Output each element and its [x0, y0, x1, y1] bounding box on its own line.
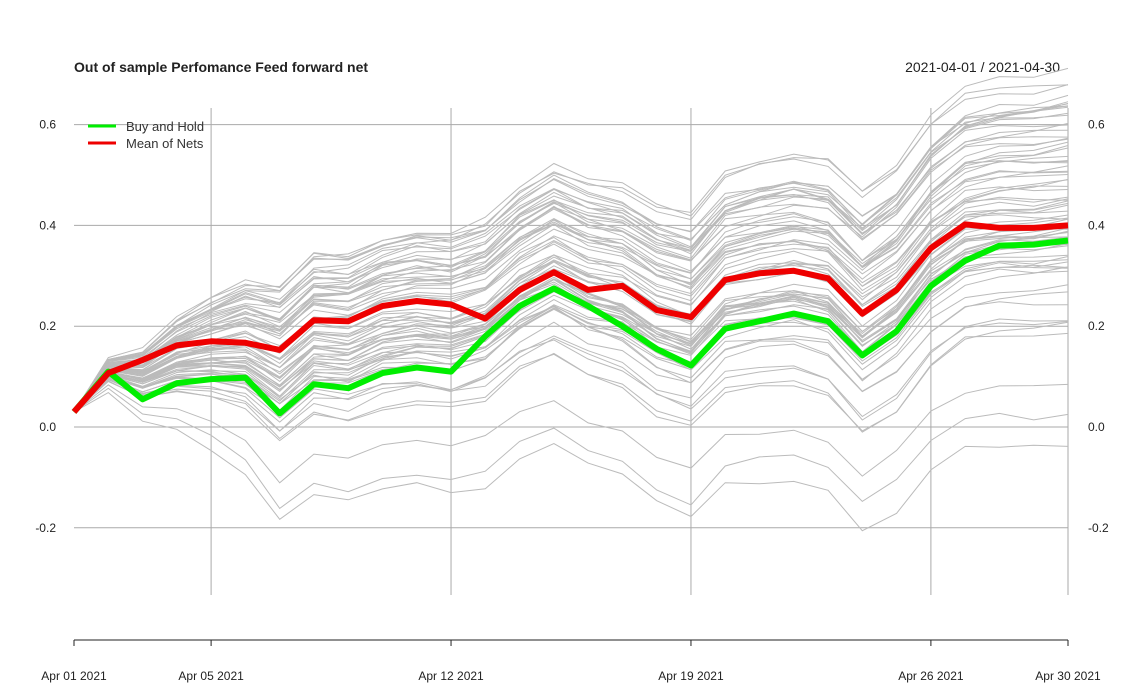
ensemble-net-line — [73, 147, 1069, 413]
x-tick-label: Apr 19 2021 — [658, 669, 724, 683]
y-tick-label-right: -0.2 — [1088, 521, 1109, 535]
ensemble-net-line — [73, 235, 1069, 413]
ensemble-net-line — [73, 240, 1069, 413]
ensemble-net-line — [73, 165, 1069, 413]
x-tick-label: Apr 26 2021 — [898, 669, 964, 683]
ensemble-net-line — [73, 196, 1069, 413]
ensemble-net-line — [73, 284, 1069, 432]
ensemble-net-line — [73, 232, 1069, 413]
ensemble-net-line — [73, 196, 1069, 413]
ensemble-net-line — [73, 391, 1069, 532]
ensemble-net-line — [73, 320, 1069, 423]
ensemble-net-line — [73, 387, 1069, 510]
x-axis: Apr 01 2021 Apr 05 2021 Apr 12 2021 Apr 19 … — [41, 639, 1101, 683]
main-series — [71, 221, 1069, 417]
ensemble-net-line — [73, 112, 1069, 413]
ensemble-net-line — [73, 179, 1069, 413]
ensemble-net-line — [73, 174, 1069, 413]
y-tick-label-left: 0.4 — [39, 218, 56, 232]
ensemble-net-line — [73, 230, 1069, 413]
ensemble-net-line — [73, 122, 1069, 413]
y-tick-label-left: 0.0 — [39, 420, 56, 434]
y-tick-label-right: 0.6 — [1088, 118, 1105, 132]
y-tick-label-left: -0.2 — [35, 521, 56, 535]
y-tick-label-right: 0.0 — [1088, 420, 1105, 434]
ensemble-net-line — [73, 383, 1069, 484]
series-line-buy-and-hold — [71, 237, 1069, 417]
ensemble-net-line — [73, 124, 1069, 413]
y-tick-label-right: 0.2 — [1088, 319, 1105, 333]
y-axis-left: -0.2 0.0 0.2 0.4 0.6 — [35, 118, 56, 535]
x-tick-label: Apr 01 2021 — [41, 669, 107, 683]
series-line-mean-of-nets — [71, 221, 1069, 414]
y-tick-label-left: 0.2 — [39, 319, 56, 333]
chart-title: Out of sample Perfomance Feed forward ne… — [74, 59, 368, 75]
legend-label: Mean of Nets — [126, 136, 204, 151]
ensemble-net-line — [73, 332, 1069, 440]
legend: Buy and Hold Mean of Nets — [88, 119, 204, 151]
ensemble-net-line — [73, 170, 1069, 413]
ensemble-net-line — [73, 141, 1069, 413]
ensemble-net-line — [73, 170, 1069, 413]
background-series — [73, 67, 1069, 532]
ensemble-net-line — [73, 105, 1069, 413]
ensemble-net-line — [73, 105, 1069, 413]
ensemble-net-line — [73, 67, 1069, 413]
x-tick-label: Apr 12 2021 — [418, 669, 484, 683]
ensemble-net-line — [73, 198, 1069, 413]
ensemble-net-line — [73, 129, 1069, 413]
x-tick-label: Apr 05 2021 — [178, 669, 244, 683]
ensemble-net-line — [73, 243, 1069, 413]
legend-label: Buy and Hold — [126, 119, 204, 134]
x-tick-label: Apr 30 2021 — [1035, 669, 1101, 683]
y-tick-label-left: 0.6 — [39, 118, 56, 132]
ensemble-net-line — [73, 155, 1069, 413]
y-tick-label-right: 0.4 — [1088, 218, 1105, 232]
ensemble-net-line — [73, 84, 1069, 413]
y-axis-right: -0.2 0.0 0.2 0.4 0.6 — [1088, 118, 1109, 535]
chart-date-range: 2021-04-01 / 2021-04-30 — [905, 59, 1060, 75]
ensemble-net-line — [73, 318, 1069, 432]
